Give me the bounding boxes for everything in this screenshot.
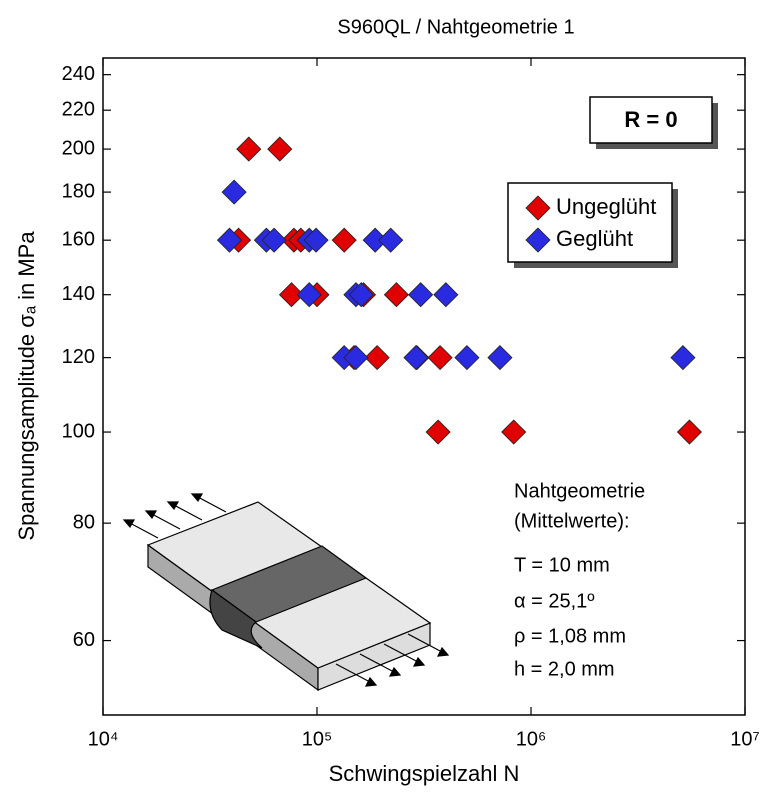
data-point	[348, 282, 374, 308]
y-tick-label: 120	[62, 346, 95, 368]
legend-label: Geglüht	[556, 226, 633, 251]
data-point	[331, 227, 357, 253]
annotation-box	[589, 96, 713, 144]
annotation: T = 10 mm	[514, 554, 610, 576]
data-point	[383, 282, 409, 308]
data-point	[278, 282, 305, 308]
data-point	[433, 282, 459, 308]
annotation: h = 2,0 mm	[514, 658, 615, 680]
annotation: ρ = 1,08 mm	[514, 625, 626, 647]
data-point	[221, 179, 247, 205]
data-point	[670, 345, 696, 371]
y-tick-label: 140	[62, 283, 95, 305]
data-point	[487, 345, 513, 371]
data-point	[236, 136, 262, 162]
y-tick-label: 240	[62, 63, 95, 85]
x-tick-label: 10⁴	[88, 728, 119, 750]
data-point	[378, 227, 404, 253]
y-tick-label: 80	[73, 511, 95, 533]
specimen-illustration	[122, 493, 450, 692]
x-tick-label: 10⁷	[730, 728, 759, 750]
y-tick-label: 180	[62, 180, 95, 202]
legend-label: Ungeglüht	[556, 194, 656, 219]
data-point	[408, 282, 434, 308]
legend-marker	[525, 227, 551, 253]
y-tick-label: 100	[62, 420, 95, 442]
data-point	[303, 227, 329, 253]
data-point	[364, 345, 390, 371]
annotation: R = 0	[624, 107, 677, 132]
data-point	[343, 345, 369, 371]
y-tick-label: 220	[62, 98, 95, 120]
data-point	[403, 345, 429, 371]
data-point	[216, 227, 243, 253]
data-point	[296, 282, 322, 308]
x-tick-label: 10⁶	[516, 728, 546, 750]
plot-frame	[102, 57, 746, 716]
y-axis-label: Spannungsamplitude σₐ in MPa	[14, 231, 39, 541]
y-tick-label: 160	[62, 228, 95, 250]
annotation: (Mittelwerte):	[514, 510, 630, 532]
data-point	[425, 419, 451, 445]
data-point	[454, 345, 480, 371]
annotation: Nahtgeometrie	[514, 480, 645, 502]
data-point	[676, 419, 703, 445]
x-tick-label: 10⁵	[302, 728, 333, 750]
data-point	[427, 345, 453, 371]
annotation: α = 25,1º	[514, 590, 595, 612]
x-axis-label: Schwingspielzahl N	[329, 761, 520, 786]
legend-marker	[525, 195, 551, 221]
y-tick-label: 200	[62, 137, 95, 159]
y-tick-label: 60	[73, 629, 95, 651]
data-point	[501, 419, 527, 445]
data-point	[261, 227, 287, 253]
data-point	[267, 136, 293, 162]
chart-title: S960QL / Nahtgeometrie 1	[337, 16, 574, 38]
